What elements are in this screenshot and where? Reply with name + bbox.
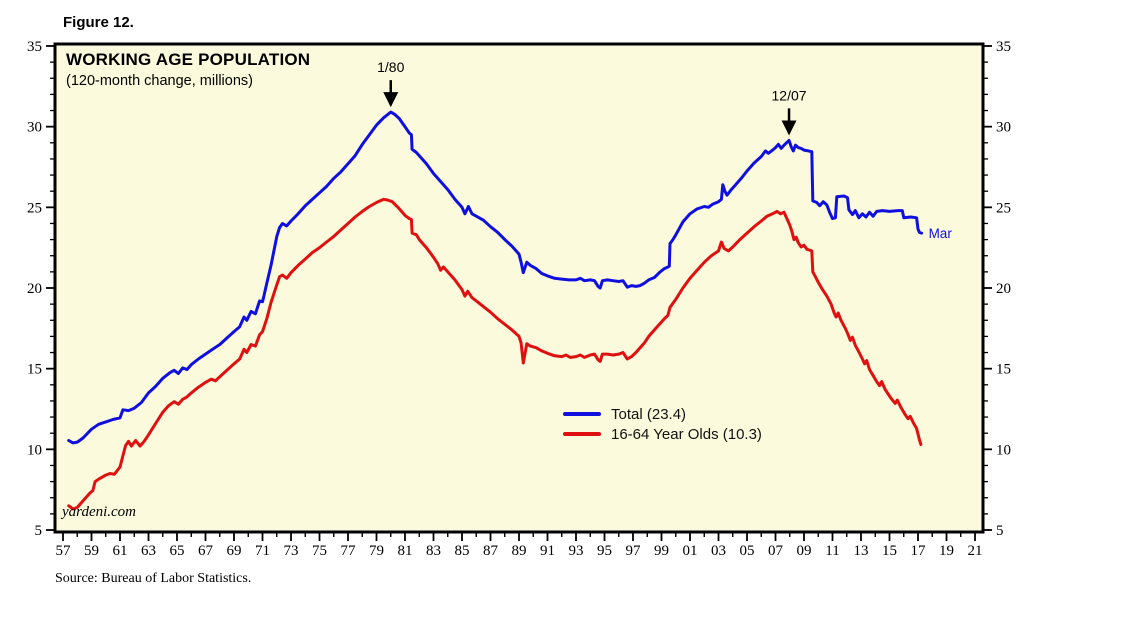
age-line-swatch [563, 432, 601, 436]
x-tick-label: 73 [284, 543, 299, 559]
y-tick-label-left: 20 [27, 281, 42, 297]
x-tick-label: 69 [227, 543, 242, 559]
x-tick-label: 87 [483, 543, 499, 559]
x-tick-label: 09 [797, 543, 812, 559]
annotation-label: 1/80 [377, 59, 404, 75]
total-line [67, 110, 924, 445]
y-tick-label-right: 10 [996, 442, 1011, 458]
x-tick-label: 15 [882, 543, 897, 559]
x-tick-label: 57 [56, 543, 72, 559]
x-tick-label: 03 [711, 543, 726, 559]
legend-label-16-64: 16-64 Year Olds (10.3) [611, 425, 762, 443]
x-tick-label: 19 [939, 543, 954, 559]
source-note: Source: Bureau of Labor Statistics. [55, 571, 252, 586]
x-tick-label: 71 [255, 543, 270, 559]
figure-label: Figure 12. [63, 14, 134, 31]
x-tick-label: 83 [426, 543, 441, 559]
y-tick-label-left: 35 [27, 39, 42, 55]
x-tick-label: 11 [825, 543, 839, 559]
x-tick-label: 17 [911, 543, 927, 559]
y-tick-label-left: 25 [27, 200, 42, 216]
series-end-label: Mar [928, 226, 952, 242]
chart-subtitle: (120-month change, millions) [66, 73, 253, 90]
legend-label-total: Total (23.4) [611, 405, 687, 423]
plot-area [53, 42, 985, 534]
annotation-label: 12/07 [772, 87, 807, 103]
annotation-12-07: 12/07 [772, 87, 807, 136]
x-tick-label: 81 [398, 543, 413, 559]
legend: Total (23.4) 16-64 Year Olds (10.3) [563, 404, 762, 444]
y-tick-label-right: 15 [996, 362, 1011, 378]
x-tick-label: 97 [626, 543, 642, 559]
age-16-64-line [67, 197, 923, 511]
y-tick-label-left: 10 [27, 442, 42, 458]
x-tick-label: 91 [540, 543, 555, 559]
x-tick-label: 07 [768, 543, 784, 559]
legend-item-total: Total (23.4) [563, 404, 762, 424]
x-tick-label: 75 [312, 543, 327, 559]
y-tick-label-left: 5 [35, 523, 43, 539]
x-tick-label: 01 [683, 543, 698, 559]
x-tick-label: 61 [113, 543, 128, 559]
y-tick-label-right: 25 [996, 200, 1011, 216]
annotation-1-80: 1/80 [377, 59, 405, 108]
y-tick-label-left: 30 [27, 120, 42, 136]
x-tick-label: 21 [968, 543, 983, 559]
x-tick-label: 93 [569, 543, 584, 559]
y-tick-label-right: 5 [996, 523, 1004, 539]
chart-title: WORKING AGE POPULATION [66, 50, 311, 69]
x-tick-label: 99 [654, 543, 669, 559]
x-tick-label: 89 [512, 543, 527, 559]
x-tick-label: 77 [341, 543, 357, 559]
y-tick-label-right: 35 [996, 39, 1011, 55]
x-tick-label: 67 [198, 543, 214, 559]
y-tick-label-right: 30 [996, 120, 1011, 136]
legend-item-16-64: 16-64 Year Olds (10.3) [563, 424, 762, 444]
y-axis: 5 5 10 10 15 15 20 20 25 25 30 30 35 35 [27, 39, 1011, 539]
x-tick-label: 85 [455, 543, 470, 559]
x-tick-label: 95 [597, 543, 612, 559]
watermark: yardeni.com [62, 504, 137, 520]
chart-title-block: WORKING AGE POPULATION (120-month change… [66, 49, 310, 90]
x-tick-label: 13 [854, 543, 869, 559]
y-tick-label-right: 20 [996, 281, 1011, 297]
total-line-swatch [563, 412, 601, 416]
x-tick-label: 59 [84, 543, 99, 559]
x-tick-label: 05 [740, 543, 755, 559]
x-tick-label: 65 [170, 543, 185, 559]
x-axis: 57 59 61 63 65 67 69 71 73 75 77 79 81 83 85 87 89 91 93 95… [56, 532, 983, 559]
x-tick-label: 63 [141, 543, 156, 559]
x-tick-label: 79 [369, 543, 384, 559]
y-tick-label-left: 15 [27, 362, 42, 378]
